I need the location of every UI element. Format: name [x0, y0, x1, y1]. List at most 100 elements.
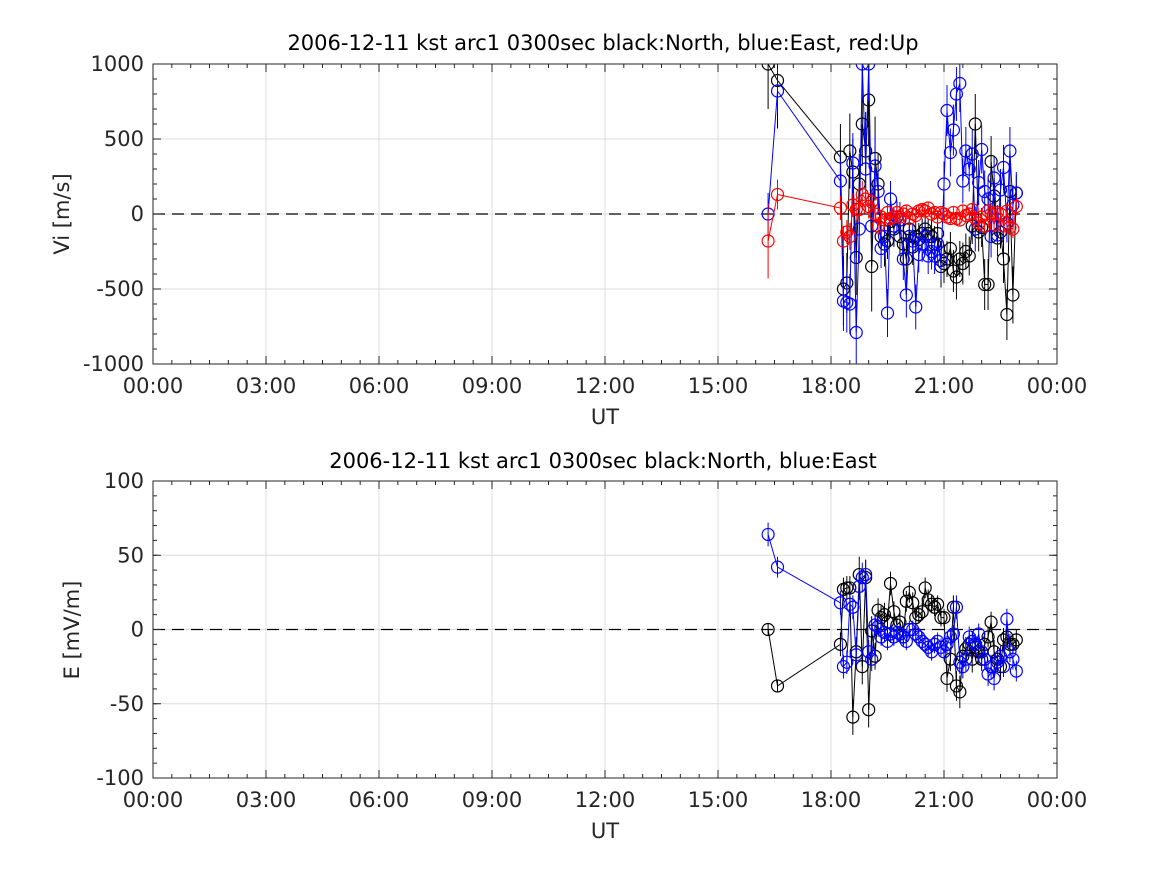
- velocity-series-up-point: [887, 210, 901, 224]
- efield-x-tick-label: 12:00: [575, 788, 636, 812]
- velocity-series-up-point: [868, 207, 882, 221]
- efield-series-east: [761, 522, 1023, 691]
- velocity-series-east-point: [993, 183, 1008, 197]
- velocity-series-east-point: [915, 237, 929, 251]
- velocity-series-east-point: [934, 253, 948, 268]
- velocity-series-north-point: [962, 249, 976, 263]
- velocity-series-east-point: [984, 229, 998, 244]
- efield-series-north-point: [899, 594, 913, 608]
- efield-series-east-point: [770, 560, 785, 574]
- efield-series-east-point: [972, 627, 986, 641]
- velocity-series-east-point: [975, 142, 989, 157]
- velocity-series-east-point: [943, 145, 958, 160]
- efield-y-tick-label: 0: [131, 618, 144, 642]
- velocity-series-east-point: [956, 174, 970, 188]
- velocity-series-east-point: [906, 234, 920, 248]
- velocity-series-north-point: [937, 256, 951, 271]
- efield-series-east-point: [921, 640, 935, 654]
- efield-x-tick-label: 15:00: [688, 788, 749, 812]
- velocity-series-up-point: [840, 225, 854, 239]
- efield-series-east-point: [1000, 612, 1014, 626]
- velocity-series-east-point: [937, 177, 951, 191]
- velocity-series-east-point: [862, 64, 876, 71]
- efield-x-tick-label: 00:00: [123, 788, 184, 812]
- velocity-x-tick-label: 18:00: [801, 374, 862, 398]
- velocity-series-north-point: [949, 270, 964, 284]
- velocity-y-tick-label: 1000: [91, 52, 144, 76]
- velocity-series-north-point: [946, 264, 961, 278]
- efield-series-east-point: [975, 645, 989, 659]
- velocity-series-east-point: [896, 252, 910, 266]
- velocity-series-north-point: [996, 252, 1011, 266]
- velocity-series-north-point: [984, 154, 998, 169]
- efield-y-tick-label: 50: [117, 543, 144, 567]
- efield-series-east-point: [887, 630, 901, 644]
- efield-series-north-point: [940, 671, 954, 686]
- efield-series-east-point: [1009, 664, 1023, 678]
- velocity-series-up-point: [865, 195, 879, 209]
- velocity-series-up-point: [843, 229, 857, 244]
- velocity-x-tick-label: 09:00: [462, 374, 523, 398]
- velocity-series-east-point: [918, 229, 932, 244]
- velocity-series-east-point: [833, 174, 848, 188]
- velocity-y-tick-label: 500: [104, 127, 144, 151]
- efield-series-east-point: [840, 655, 854, 669]
- efield-x-tick-label: 09:00: [462, 788, 523, 812]
- velocity-series-up-point: [956, 204, 970, 218]
- velocity-series-east-point: [855, 64, 869, 71]
- velocity-series-up-point: [877, 213, 892, 227]
- velocity-series-north-point: [761, 64, 775, 71]
- velocity-series-east-point: [987, 171, 1001, 185]
- velocity-series-up-point: [930, 210, 945, 224]
- velocity-series-east-point: [846, 156, 860, 170]
- velocity-series-up-point: [927, 205, 942, 220]
- efield-series-north-point: [1009, 633, 1023, 647]
- efield-series-north-point: [981, 630, 995, 644]
- velocity-y-tick-label: -500: [96, 277, 144, 301]
- velocity-series-up-point: [890, 205, 904, 220]
- efield-series-north-point: [918, 581, 932, 595]
- efield-series-north-point: [877, 608, 892, 622]
- velocity-x-tick-label: 00:00: [123, 374, 184, 398]
- efield-x-tick-label: 18:00: [801, 788, 862, 812]
- efield-series-east-point: [956, 660, 970, 674]
- velocity-x-tick-label: 03:00: [236, 374, 297, 398]
- velocity-series-up-point: [902, 211, 916, 226]
- efield-series-north-point: [934, 611, 948, 625]
- efield-series-east-point: [843, 597, 857, 611]
- efield-series-east-point: [959, 652, 973, 666]
- velocity-series-east-point: [909, 300, 923, 314]
- efield-data-area: [761, 522, 1023, 735]
- efield-x-tick-label: 00:00: [1027, 788, 1088, 812]
- efield-x-tick-label: 21:00: [914, 788, 975, 812]
- efield-y-tick-label: -100: [96, 766, 144, 790]
- velocity-series-north-point: [959, 244, 973, 259]
- efield-series-east-point: [949, 600, 964, 614]
- efield-x-axis-label: UT: [591, 819, 619, 843]
- velocity-series-east-point: [868, 159, 882, 173]
- velocity-series-east: [761, 64, 1023, 364]
- efield-series-north-point: [770, 679, 785, 693]
- velocity-series-east-point: [930, 237, 945, 251]
- velocity-y-tick-label: -1000: [83, 352, 144, 376]
- velocity-series-east-point: [877, 229, 892, 244]
- efield-series-east-point: [852, 579, 866, 594]
- velocity-series-up-point: [918, 204, 932, 218]
- efield-series-east-point: [946, 627, 961, 641]
- velocity-series-up-point: [993, 207, 1008, 221]
- velocity-series-north-point: [849, 250, 863, 265]
- efield-series-north-point: [906, 596, 920, 610]
- efield-series-east-point: [855, 570, 869, 585]
- velocity-series-up-point: [855, 187, 869, 202]
- velocity-y-axis-label: Vi [m/s]: [50, 173, 74, 254]
- efield-series-north-point: [930, 597, 945, 611]
- efield-series-east-point: [862, 645, 876, 659]
- velocity-y-tick-label: 0: [131, 202, 144, 226]
- efield-y-tick-label: 100: [104, 469, 144, 493]
- velocity-series-east-point: [959, 144, 973, 158]
- velocity-series-up-point: [859, 192, 873, 206]
- efield-series-north-point: [937, 611, 951, 625]
- efield-x-tick-label: 03:00: [236, 788, 297, 812]
